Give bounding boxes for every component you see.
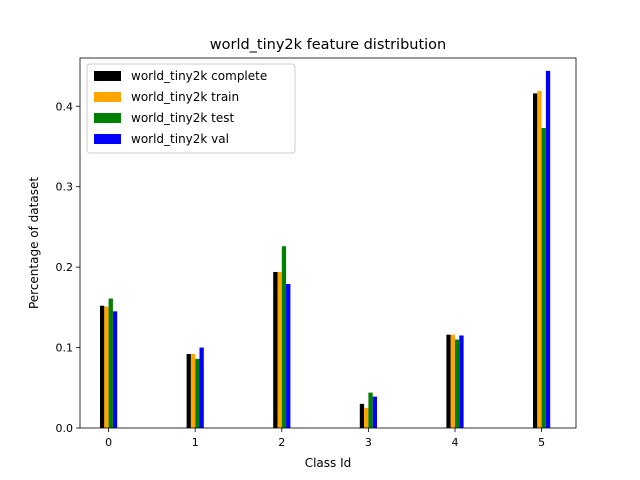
y-tick-label: 0.1 [56,342,74,355]
bar-s0-c4 [446,334,451,428]
bar-s1-c1 [190,354,196,428]
bar-s2-c1 [195,358,200,428]
x-tick-label: 1 [192,436,199,449]
bar-s1-c3 [364,407,369,428]
x-tick-label: 5 [538,436,545,449]
bar-s2-c3 [368,392,373,428]
bar-s0-c0 [100,305,105,428]
legend-label: world_tiny2k train [131,90,239,104]
bar-s2-c5 [541,127,546,428]
legend-swatch [94,113,121,123]
x-axis-label: Class Id [305,456,352,470]
chart-title: world_tiny2k feature distribution [210,37,446,53]
bar-s1-c0 [104,306,109,428]
legend-label: world_tiny2k val [131,132,229,146]
legend-swatch [94,71,121,81]
bar-s3-c0 [112,311,118,428]
x-ticks-group: 0 1 2 3 4 5 [105,428,545,449]
plot-frame [79,57,577,429]
y-tick-label: 0.2 [56,261,74,274]
legend-box [86,63,296,154]
y-tick-label: 0.4 [56,100,74,113]
legend-label: world_tiny2k test [131,111,235,125]
bar-s3-c3 [372,396,377,428]
bar-s2-c2 [281,246,287,428]
x-tick-label: 3 [365,436,372,449]
y-tick-label: 0.3 [56,181,74,194]
x-tick-label: 2 [278,436,285,449]
y-axis-label: Percentage of dataset [27,177,41,309]
bar-s2-c0 [108,298,113,428]
x-tick-label: 0 [105,436,112,449]
bar-s1-c4 [450,334,455,428]
legend-swatch [94,92,121,102]
bar-s0-c3 [359,403,365,428]
bar-s3-c2 [286,284,291,428]
bars-group [100,70,551,429]
bar-s3-c4 [459,335,464,428]
bar-s3-c1 [199,347,204,428]
bar-s2-c4 [455,339,460,428]
legend-label: world_tiny2k complete [131,69,267,83]
y-ticks-group: 0.0 0.1 0.2 0.3 0.4 [56,100,80,435]
legend-swatch [94,134,121,144]
bar-s3-c5 [545,70,551,429]
x-tick-label: 4 [452,436,459,449]
bar-s1-c5 [537,90,542,428]
bar-s1-c2 [277,271,282,428]
bar-s0-c5 [533,93,538,428]
bar-s0-c2 [273,271,278,428]
legend: world_tiny2k complete world_tiny2k train w… [86,63,296,154]
bar-s0-c1 [186,354,191,428]
y-tick-label: 0.0 [56,422,74,435]
